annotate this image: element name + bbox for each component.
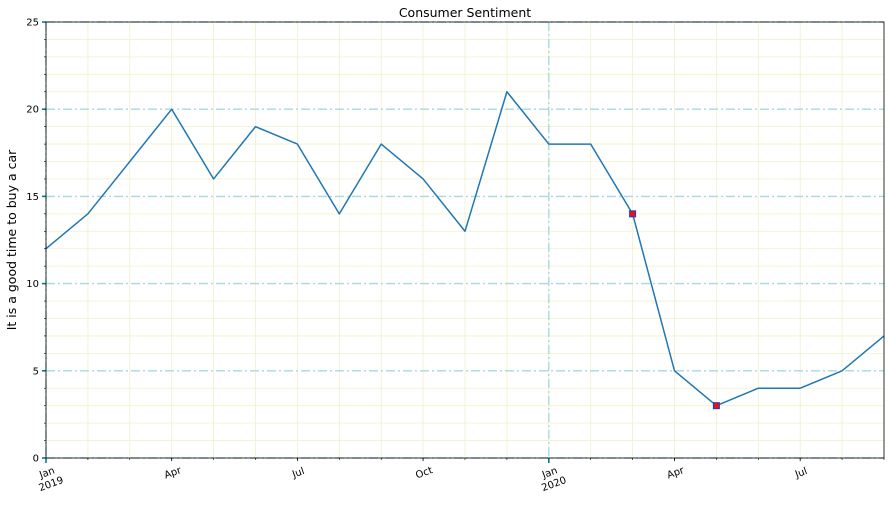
x-tick-label: Jul	[793, 466, 809, 481]
y-tick-label: 15	[26, 192, 39, 203]
x-tick-label-month: Apr	[666, 465, 687, 482]
x-tick-label-month: Jul	[793, 466, 809, 481]
x-tick-label: Oct	[414, 465, 434, 481]
highlighted-point-marker	[629, 210, 637, 218]
series-layer	[45, 91, 885, 407]
x-tick-label-month: Apr	[163, 465, 184, 482]
y-axis-label: It is a good time to buy a car	[4, 149, 19, 330]
series-line	[45, 91, 885, 407]
x-tick-label: Apr	[666, 465, 687, 482]
x-tick-label-month: Jul	[290, 466, 306, 481]
marker-layer	[629, 210, 720, 410]
chart-title: Consumer Sentiment	[399, 5, 531, 20]
x-tick-label-month: Oct	[414, 465, 434, 481]
x-tick-label-month: Jan	[540, 465, 559, 481]
highlighted-point-marker	[712, 402, 720, 410]
y-tick-label: 0	[33, 454, 39, 465]
x-tick-label: Apr	[163, 465, 184, 482]
grid-layer	[45, 21, 885, 459]
y-tick-label: 25	[26, 18, 39, 29]
y-tick-label: 10	[26, 279, 39, 290]
x-tick-label-month: Jan	[37, 465, 56, 481]
y-tick-label: 20	[26, 105, 39, 116]
plot-frame	[45, 21, 885, 459]
y-tick-label: 5	[33, 366, 39, 377]
x-tick-label: Jul	[290, 466, 306, 481]
